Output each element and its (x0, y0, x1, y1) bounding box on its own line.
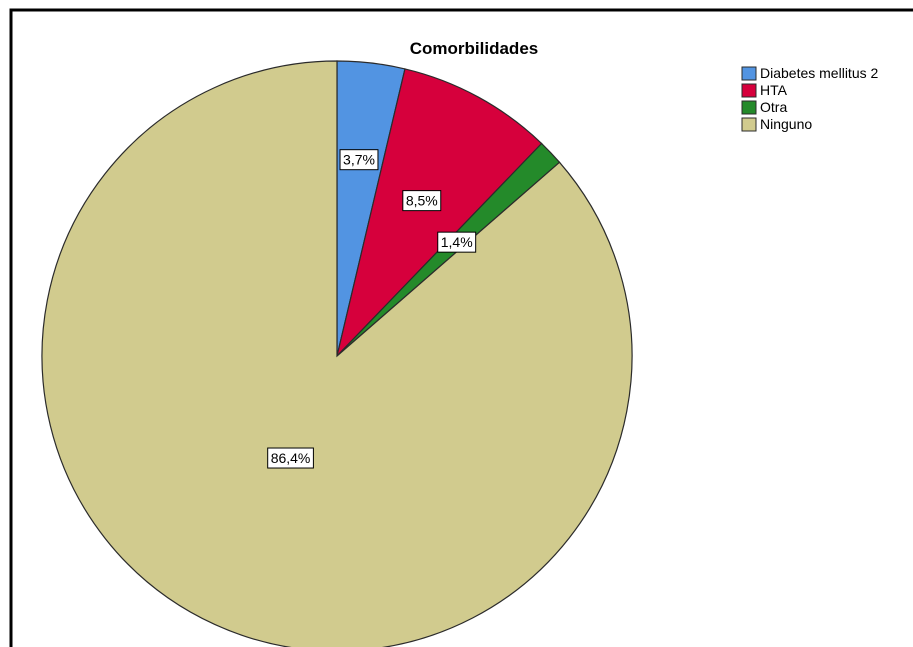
pie-slices (41, 60, 633, 647)
legend-swatch-ninguno (741, 117, 757, 132)
slice-ninguno (41, 60, 633, 647)
slice-label-hta: 8,5% (406, 193, 438, 209)
legend-swatch-hta (741, 83, 757, 98)
slice-label-box-hta (402, 190, 442, 212)
chart-title: Comorbilidades (410, 39, 538, 58)
slice-label-box-diabetes-mellitus-2 (339, 149, 379, 171)
slice-label-ninguno: 86,4% (271, 450, 311, 466)
slice-label-otra: 1,4% (441, 234, 473, 250)
legend-swatch-otra (741, 100, 757, 115)
legend-swatch-diabetes-mellitus-2 (741, 66, 757, 81)
legend-label-ninguno: Ninguno (760, 116, 812, 132)
legend-label-hta: HTA (760, 82, 788, 98)
slice-label-box-ninguno (267, 447, 314, 469)
slice-labels: 3,7% 8,5% 1,4% 86,4% (267, 149, 477, 469)
slice-label-diabetes-mellitus-2: 3,7% (343, 152, 375, 168)
slice-label-box-otra (437, 231, 477, 253)
slice-hta (335, 68, 543, 358)
legend-label-diabetes-mellitus-2: Diabetes mellitus 2 (760, 65, 878, 81)
legend-label-otra: Otra (760, 99, 787, 115)
